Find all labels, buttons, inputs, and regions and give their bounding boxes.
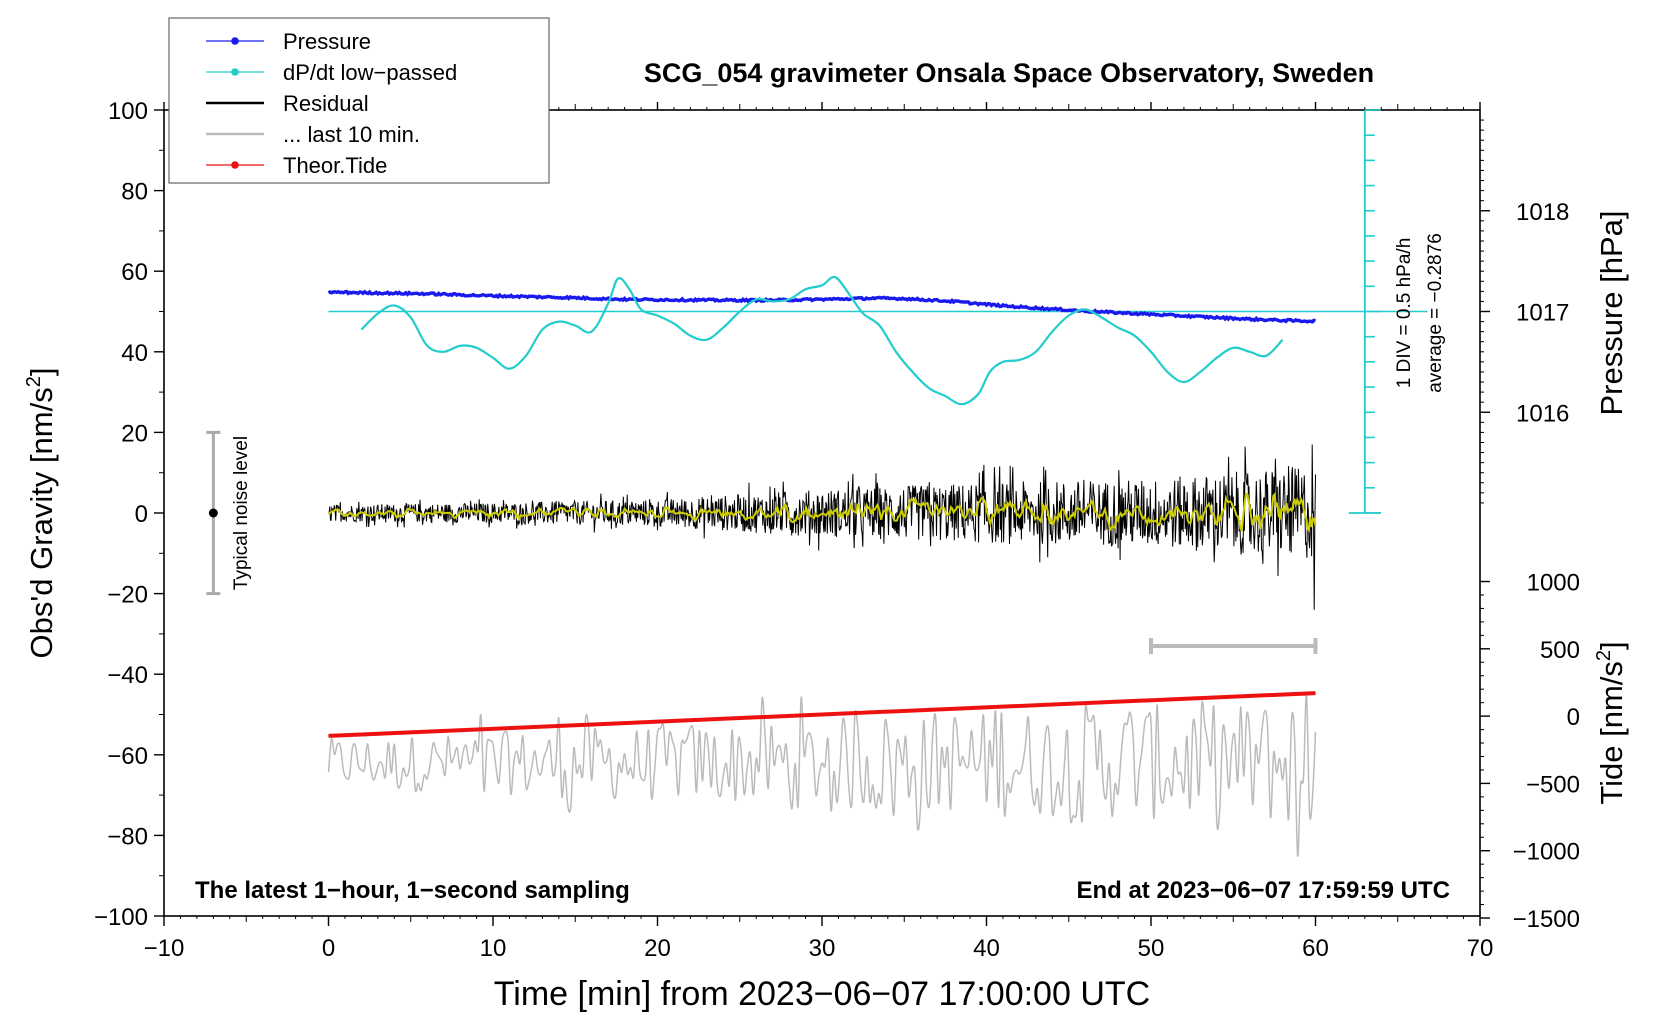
y-tick-label: 80 (121, 179, 148, 206)
chart-title: SCG_054 gravimeter Onsala Space Observat… (644, 58, 1374, 88)
bottom-right-note: End at 2023−06−07 17:59:59 UTC (1076, 877, 1450, 904)
x-tick-label: 60 (1302, 935, 1329, 962)
legend-marker (231, 37, 239, 45)
residual-line (328, 444, 1316, 610)
pressure-axis-label: Pressure [hPa] (1594, 210, 1629, 415)
x-tick-label: 40 (973, 935, 1000, 962)
tide-axis-label-sup: 2 (1593, 650, 1615, 661)
x-tick-label: 20 (644, 935, 671, 962)
y-axis-ticks: −100 −80 −60 −40 −20 0 20 40 60 80 100 (94, 98, 164, 931)
legend-marker (231, 161, 239, 169)
x-tick-label: 0 (322, 935, 335, 962)
y-tick-label: 0 (135, 501, 148, 528)
x-tick-label: 50 (1138, 935, 1165, 962)
pressure-tick-label: 1018 (1516, 199, 1569, 226)
pressure-tick-label: 1016 (1516, 400, 1569, 427)
bottom-left-note: The latest 1−hour, 1−second sampling (195, 877, 630, 904)
annotations-layer (206, 109, 1381, 654)
y-tick-label: 60 (121, 259, 148, 286)
y-axis-label-sup: 2 (23, 376, 45, 387)
pressure-axis-ticks: 1016 1017 1018 (1480, 119, 1569, 504)
tide-tick-label: 1000 (1527, 570, 1580, 597)
y-axis-label: Obs'd Gravity [nm/s2] (23, 368, 59, 659)
tide-layer (328, 691, 1316, 738)
y-tick-label: −100 (94, 904, 148, 931)
x-tick-label: 70 (1467, 935, 1494, 962)
dpdt-layer (360, 275, 1284, 406)
y-tick-label: −60 (107, 743, 148, 770)
x-tick-label: 30 (809, 935, 836, 962)
legend-label: ... last 10 min. (283, 122, 420, 147)
noise-level-label: Typical noise level (231, 436, 252, 590)
tide-tick-label: 0 (1567, 704, 1580, 731)
y-tick-label: −40 (107, 662, 148, 689)
legend: Pressure dP/dt low−passed Residual ... last… (168, 17, 550, 184)
last-10-min-layer (327, 693, 1317, 857)
legend-label: dP/dt low−passed (283, 60, 457, 85)
y-tick-label: −20 (107, 582, 148, 609)
pressure-line (327, 289, 1316, 324)
tide-tick-label: 500 (1540, 637, 1580, 664)
noise-bar-center (208, 508, 218, 518)
tide-tick-label: −1500 (1513, 906, 1580, 933)
legend-label: Theor.Tide (283, 153, 387, 178)
tide-axis-label: Tide [nm/s2] (1593, 641, 1629, 804)
scale-label-div: 1 DIV = 0.5 hPa/h (1394, 238, 1415, 389)
pressure-layer (327, 289, 1316, 324)
residual-layer (327, 444, 1317, 610)
y-tick-label: −80 (107, 823, 148, 850)
x-tick-label: 10 (480, 935, 507, 962)
scale-label-average: average = −0.2876 (1425, 233, 1446, 393)
tide-tick-label: −500 (1526, 771, 1580, 798)
y-tick-label: 100 (108, 98, 148, 125)
legend-label: Residual (283, 91, 369, 116)
y-tick-label: 40 (121, 340, 148, 367)
dpdt-line (360, 275, 1284, 406)
legend-marker (231, 68, 239, 76)
x-axis-ticks: −10 0 10 20 30 40 50 60 70 (144, 102, 1494, 962)
tide-tick-label: −1000 (1513, 839, 1580, 866)
tide-line (328, 691, 1316, 738)
tide-axis-ticks: 1000 500 0 −500 −1000 −1500 (1480, 570, 1580, 933)
x-tick-label: −10 (144, 935, 185, 962)
residual-smoothed-line (327, 491, 1317, 533)
pressure-tick-label: 1017 (1516, 300, 1569, 327)
legend-label: Pressure (283, 29, 371, 54)
y-tick-label: 20 (121, 420, 148, 447)
x-axis-label: Time [min] from 2023−06−07 17:00:00 UTC (494, 975, 1150, 1013)
last-10-min-line (327, 693, 1317, 857)
legend-box (168, 17, 550, 184)
